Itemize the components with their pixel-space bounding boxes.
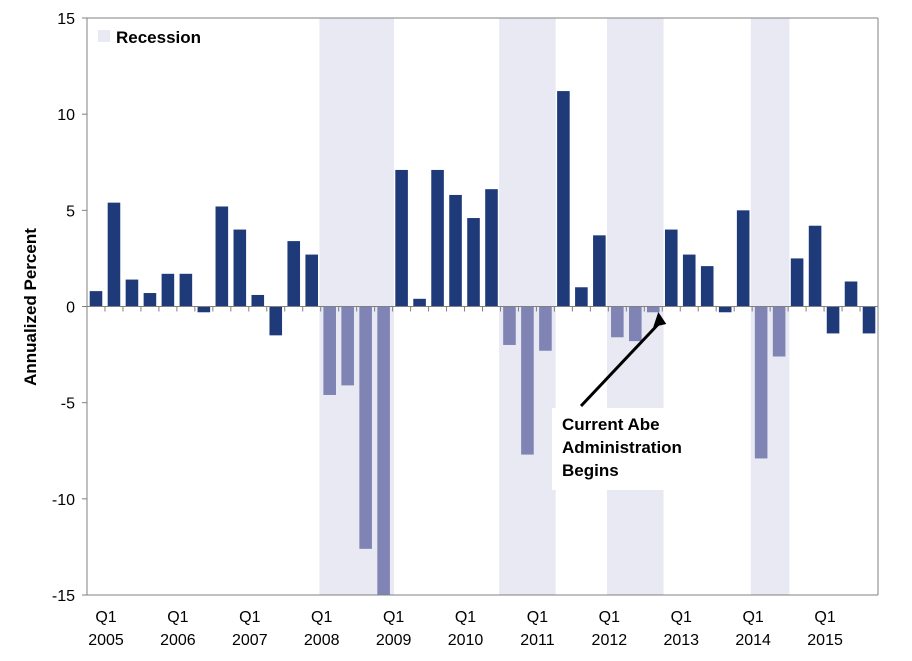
x-tick-label-year: 2010	[448, 632, 484, 649]
y-axis-label: Annualized Percent	[21, 228, 40, 386]
bar-2008Q1	[305, 254, 319, 307]
bar-2009Q1	[377, 306, 390, 595]
bar-2006Q2	[179, 273, 193, 307]
x-tick-label-quarter: Q1	[455, 609, 476, 626]
bar-2015Q2	[826, 306, 840, 334]
bar-2009Q4	[431, 169, 444, 307]
bar-2007Q2	[251, 294, 265, 307]
x-tick-label-year: 2015	[807, 632, 843, 649]
x-tick-label-year: 2014	[735, 632, 771, 649]
bar-2014Q1	[736, 210, 750, 307]
bar-2011Q4	[575, 287, 588, 307]
y-tick-label: 0	[66, 300, 75, 317]
bar-2013Q1	[664, 229, 678, 307]
annotation-text-line: Current Abe	[562, 415, 660, 434]
bar-2011Q1	[521, 306, 534, 455]
annotation-text-line: Administration	[562, 438, 682, 457]
bars	[89, 91, 876, 595]
x-tick-label-year: 2007	[232, 632, 268, 649]
bar-2006Q4	[215, 206, 229, 307]
x-tick-label-year: 2009	[376, 632, 412, 649]
bar-2008Q2	[323, 306, 336, 395]
x-tick-label-quarter: Q1	[671, 609, 692, 626]
x-tick-label-year: 2013	[663, 632, 699, 649]
bar-2006Q1	[161, 273, 175, 307]
bar-2014Q4	[790, 258, 804, 307]
bar-2008Q4	[359, 306, 372, 549]
x-tick-label-quarter: Q1	[527, 609, 548, 626]
bar-2010Q1	[449, 194, 462, 307]
x-tick-label-year: 2005	[88, 632, 124, 649]
annotation-text-line: Begins	[562, 461, 619, 480]
y-tick-label: 5	[66, 203, 75, 220]
bar-2006Q3	[197, 306, 211, 313]
x-tick-label-quarter: Q1	[167, 609, 188, 626]
y-tick-labels: 15 10 5 0 -5 -10 -15	[52, 11, 75, 605]
y-tick-label: 10	[57, 107, 75, 124]
bar-2005Q3	[125, 279, 139, 307]
bar-2014Q3	[772, 306, 786, 357]
bar-2005Q1	[89, 291, 103, 307]
x-tick-label-year: 2012	[592, 632, 628, 649]
x-tick-label-year: 2006	[160, 632, 196, 649]
x-tick-label-quarter: Q1	[383, 609, 404, 626]
bar-2007Q4	[287, 241, 301, 307]
bar-2011Q3	[557, 91, 570, 307]
bar-2015Q1	[808, 225, 822, 307]
bar-2012Q4	[646, 306, 660, 313]
annotation-arrow-line	[579, 320, 662, 408]
x-tick-label-year: 2011	[520, 632, 555, 649]
bar-2012Q1	[593, 235, 606, 307]
legend-swatch	[98, 30, 110, 42]
bar-2011Q2	[539, 306, 552, 351]
annotation-arrowhead	[653, 312, 667, 327]
bar-2009Q2	[395, 169, 408, 307]
y-tick-label: -15	[52, 588, 75, 605]
bar-2008Q3	[341, 306, 354, 386]
bar-2007Q3	[269, 306, 283, 336]
bar-2012Q3	[629, 306, 642, 342]
x-tick-label-quarter: Q1	[742, 609, 763, 626]
bar-2014Q2	[754, 306, 768, 459]
legend: Recession	[98, 28, 201, 47]
bar-2013Q4	[718, 306, 732, 313]
bar-2005Q4	[143, 293, 157, 307]
y-tick-label: -10	[52, 492, 75, 509]
bar-2007Q1	[233, 229, 247, 307]
legend-label: Recession	[116, 28, 201, 47]
bar-2012Q2	[611, 306, 624, 338]
x-tick-label-quarter: Q1	[814, 609, 835, 626]
annotation-box	[552, 408, 714, 490]
bar-2009Q3	[413, 298, 426, 307]
annotation: Current Abe Administration Begins	[552, 312, 714, 490]
bar-2010Q2	[467, 218, 480, 307]
axes	[82, 17, 879, 596]
y-tick-label: -5	[61, 396, 75, 413]
bar-2005Q2	[107, 202, 121, 307]
bar-2010Q3	[485, 189, 498, 307]
bar-2013Q2	[682, 254, 696, 307]
x-tick-label-quarter: Q1	[311, 609, 332, 626]
x-tick-label-quarter: Q1	[95, 609, 116, 626]
x-tick-labels: Q1 2005 Q1 2006 Q1 2007 Q1 2008 Q1 2009 Q1 2010 Q1 20…	[88, 609, 843, 649]
x-tick-label-year: 2008	[304, 632, 340, 649]
x-tick-label-quarter: Q1	[239, 609, 260, 626]
bar-2013Q3	[700, 266, 714, 307]
bar-2015Q3	[844, 281, 858, 307]
x-tick-label-quarter: Q1	[599, 609, 620, 626]
bar-2015Q4	[862, 306, 876, 334]
bar-2010Q4	[503, 306, 516, 345]
y-tick-label: 15	[57, 11, 75, 28]
